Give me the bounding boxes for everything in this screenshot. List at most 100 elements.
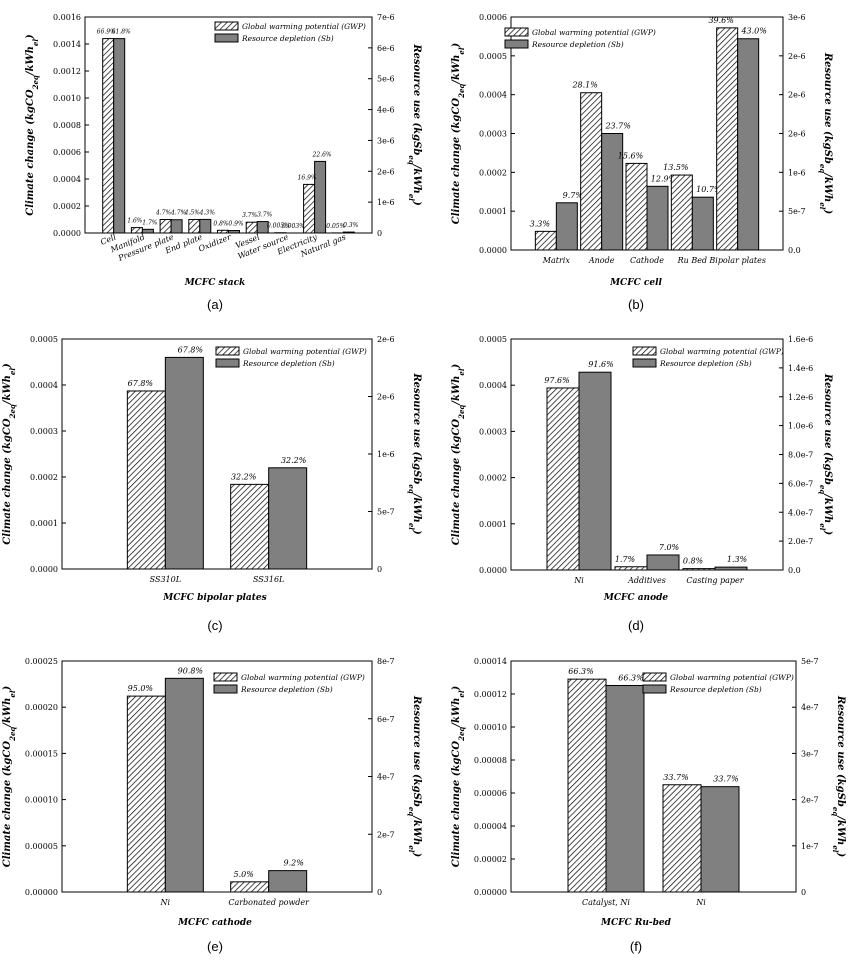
bar-gwp	[662, 784, 702, 893]
right-axis-tick-label: 4e-6	[377, 106, 395, 115]
left-axis-tick-label: 0.0003	[30, 427, 58, 436]
right-axis-tick-label: 2.0e-7	[788, 537, 813, 546]
bar-gwp	[716, 27, 739, 251]
plot-frame	[61, 660, 373, 893]
data-label-gwp: 4.5%	[184, 210, 201, 217]
data-label-gwp: 16.9%	[298, 174, 317, 181]
left-axis-tick-label: 0.0006	[53, 148, 81, 157]
bar-resource	[170, 219, 183, 234]
right-axis-tick-label: 2e-6	[377, 335, 395, 344]
bar-gwp	[614, 566, 648, 571]
x-tick-label: Oxidizer	[197, 232, 233, 254]
panel-f: 0.00000 0.00002 0.00004 0.00006 0.00008 0.000…	[474, 657, 819, 954]
right-axis-tick-label: 6.0e-7	[788, 479, 813, 488]
left-axis-tick-label: 0.00004	[474, 822, 507, 831]
left-axis-title: Climate change (kgCO2eq/kWhel)	[2, 363, 17, 545]
x-tick-label: Bipolar plates	[708, 256, 766, 265]
legend-swatch-resource	[213, 684, 238, 694]
left-axis-tick-label: 0.0000	[479, 246, 507, 255]
x-tick-label: Carbonated powder	[228, 898, 310, 907]
panel-d: 0.0000 0.0001 0.0002 0.0003 0.0004 0.0005 0.0 2…	[479, 335, 813, 633]
left-axis-tick-label: 0.00020	[25, 703, 58, 712]
data-label-resource: 7.0%	[659, 543, 680, 552]
plot-frame	[61, 338, 373, 570]
left-axis-tick-label: 0.0000	[53, 229, 81, 238]
legend-label-gwp: Global warming potential (GWP)	[660, 347, 784, 356]
right-axis-tick-label: 4e-7	[801, 703, 819, 712]
data-label-resource: 91.6%	[588, 360, 614, 369]
data-label-gwp: 3.7%	[242, 212, 258, 219]
panel-caption: (e)	[207, 939, 223, 954]
data-label-resource: 10.7%	[696, 185, 722, 194]
data-label-resource: 3.7%	[257, 212, 273, 219]
x-axis-title: MCFC bipolar plates	[162, 593, 266, 603]
left-axis-title: Climate change (kgCO2eq/kWhel)	[451, 363, 466, 545]
left-axis-title: Climate change (kgCO2eq/kWhel)	[2, 685, 17, 867]
data-label-gwp: 0.8%	[213, 220, 229, 227]
right-axis-tick-label: 2e-7	[801, 796, 819, 805]
right-axis-tick-label: 8e-7	[377, 657, 395, 666]
plot-frame	[84, 16, 373, 234]
x-tick-label: Ni	[573, 576, 584, 585]
data-label-resource: 33.7%	[713, 775, 739, 784]
right-axis-tick-label: 2e-6	[377, 167, 395, 176]
panel-caption: (b)	[628, 297, 644, 312]
right-axis-title: Resource use (kgSbeq/kWhel)	[819, 373, 834, 536]
right-axis-tick-label: 4e-7	[377, 773, 395, 782]
bar-gwp	[682, 568, 716, 571]
data-label-gwp: 0.005%	[267, 223, 290, 230]
left-axis-title: Climate change (kgCO2eq/kWhel)	[451, 42, 466, 224]
right-axis-title: Resource use (kgSbeq/kWhel)	[832, 695, 847, 858]
left-axis-tick-label: 0.0003	[479, 427, 507, 436]
legend-swatch-resource	[642, 684, 667, 694]
bar-resource	[268, 870, 308, 893]
data-label-resource: 9.2%	[284, 859, 305, 868]
data-label-gwp: 67.8%	[128, 379, 154, 388]
right-axis-tick-label: 8.0e-7	[788, 451, 813, 460]
right-axis-tick-label: 3e-7	[801, 749, 819, 758]
legend: Global warming potential (GWP) Resource d…	[215, 346, 367, 368]
bar-gwp	[303, 183, 316, 234]
bar-resource	[164, 677, 204, 893]
data-label-gwp: 1.6%	[127, 218, 143, 225]
bar-resource	[578, 371, 612, 571]
data-label-gwp: 39.6%	[708, 16, 734, 25]
x-axis-title: MCFC cell	[609, 278, 662, 288]
bar-resource	[646, 554, 680, 571]
left-axis-title: Climate change (kgCO2eq/kWhel)	[25, 34, 40, 216]
left-axis-tick-label: 0.00010	[474, 723, 507, 732]
left-axis-tick-label: 0.0005	[30, 335, 58, 344]
left-axis-tick-label: 0.00014	[474, 657, 507, 666]
right-axis-tick-label: 4.0e-7	[788, 508, 813, 517]
legend: Global warming potential (GWP) Resource d…	[213, 672, 365, 694]
data-label-resource: 1.3%	[727, 555, 748, 564]
bar-resource	[141, 228, 154, 234]
right-axis-tick-label: 5e-7	[788, 207, 806, 216]
bar-resource	[714, 566, 748, 571]
bar-resource	[164, 356, 204, 570]
x-axis-title: MCFC anode	[603, 593, 668, 603]
right-axis-tick-label: 3e-6	[377, 136, 395, 145]
panel-caption: (a)	[207, 297, 223, 312]
data-label-resource: 1.7%	[142, 219, 158, 226]
legend-swatch-resource	[504, 39, 529, 49]
panel-caption: (f)	[630, 939, 642, 954]
x-tick-label: Ni	[695, 898, 706, 907]
bar-gwp	[625, 162, 648, 251]
bar-resource	[268, 467, 308, 570]
data-label-gwp: 15.6%	[618, 151, 644, 160]
x-tick-label: Casting paper	[686, 576, 744, 585]
data-label-gwp: 0.8%	[683, 557, 704, 566]
data-label-gwp: 66.3%	[568, 667, 594, 676]
data-label-gwp: 13.5%	[663, 163, 689, 172]
legend-label-gwp: Global warming potential (GWP)	[243, 347, 367, 356]
right-axis-tick-label: 6e-6	[377, 44, 395, 53]
x-tick-label: Catalyst, Ni	[582, 898, 630, 907]
bar-resource	[199, 218, 212, 234]
right-axis-tick-label: 0	[377, 888, 382, 897]
bar-gwp	[670, 174, 693, 251]
left-axis-tick-label: 0.0006	[479, 13, 507, 22]
right-axis-tick-label: 3e-6	[788, 13, 806, 22]
legend: Global warming potential (GWP) Resource d…	[214, 21, 366, 43]
panel-a: 0.0000 0.0002 0.0004 0.0006 0.0008 0.0010 0.00…	[53, 13, 395, 312]
